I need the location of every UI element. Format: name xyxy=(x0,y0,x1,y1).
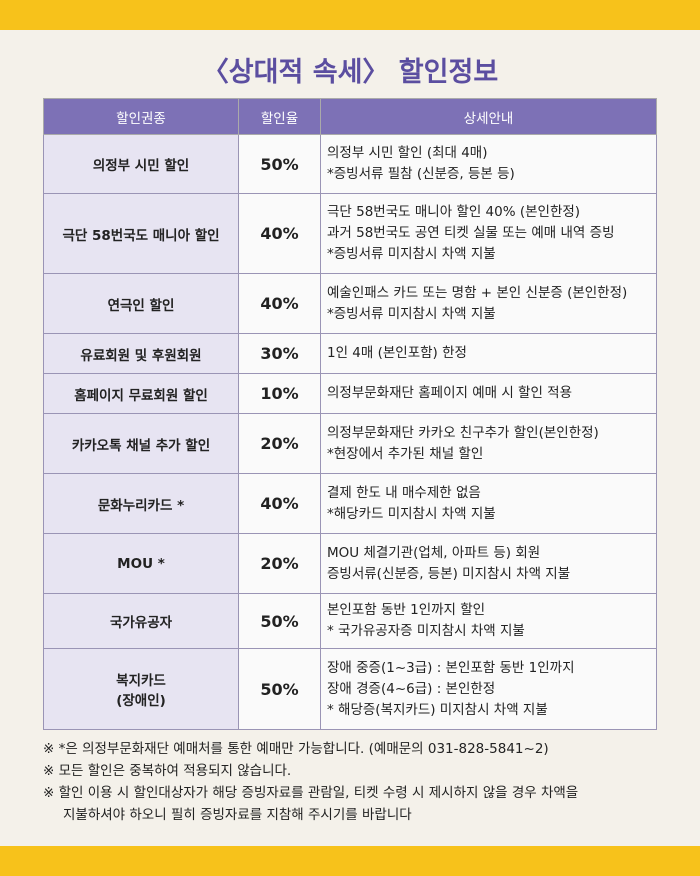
details: 결제 한도 내 매수제한 없음 *해당카드 미지참시 차액 지불 xyxy=(320,473,657,534)
type-line: 복지카드 xyxy=(116,673,166,689)
detail-line: 장애 경증(4~6급) : 본인한정 xyxy=(327,680,496,697)
discount-type: 홈페이지 무료회원 할인 xyxy=(43,373,239,414)
type-line: MOU * xyxy=(117,555,165,572)
column-header: 상세안내 xyxy=(320,98,657,135)
discount-type: 극단 58번국도 매니아 할인 xyxy=(43,193,239,274)
discount-rate: 50% xyxy=(238,593,321,649)
detail-line: 과거 58번국도 공연 티켓 실물 또는 예매 내역 증빙 xyxy=(327,225,615,241)
detail-line: *현장에서 추가된 채널 할인 xyxy=(327,445,484,462)
discount-rate: 40% xyxy=(238,193,321,274)
note-line: 지불하셔야 하오니 필히 증빙자료를 지참해 주시기를 바랍니다 xyxy=(63,807,412,823)
discount-rate: 40% xyxy=(238,273,321,334)
discount-rate: 50% xyxy=(238,648,321,730)
detail-line: 증빙서류(신분증, 등본) 미지참시 차액 지불 xyxy=(327,565,571,582)
detail-line: *해당카드 미지참시 차액 지불 xyxy=(327,505,496,522)
discount-rate: 30% xyxy=(238,333,321,374)
table-row: MOU * 20% MOU 체결기관(업체, 아파트 등) 회원 증빙서류(신분증, … xyxy=(43,533,657,594)
type-line: 홈페이지 무료회원 할인 xyxy=(74,387,208,404)
detail-line: * 해당증(복지카드) 미지참시 차액 지불 xyxy=(327,701,548,718)
detail-line: *증빙서류 필참 (신분증, 등본 등) xyxy=(327,166,515,182)
discount-type: 복지카드 (장애인) xyxy=(43,648,239,730)
detail-line: MOU 체결기관(업체, 아파트 등) 회원 xyxy=(327,544,541,561)
column-header: 할인권종 xyxy=(43,98,239,135)
note-line: ※ 모든 할인은 중복하여 적용되지 않습니다. xyxy=(43,763,292,779)
discount-type: 연극인 할인 xyxy=(43,273,239,334)
table-row: 국가유공자 50% 본인포함 동반 1인까지 할인 * 국가유공자증 미지참시 차액 … xyxy=(43,593,657,649)
type-line: 카카오톡 채널 추가 할인 xyxy=(71,437,211,454)
type-line: 연극인 할인 xyxy=(107,297,175,314)
detail-line: *증빙서류 미지참시 차액 지불 xyxy=(327,246,496,262)
detail-line: 결제 한도 내 매수제한 없음 xyxy=(327,484,481,501)
discount-table: 할인권종 할인율 상세안내 의정부 시민 할인 50% 의정부 시민 할인 (최대 4매)… xyxy=(43,98,657,730)
details: 의정부문화재단 카카오 친구추가 할인(본인한정) *현장에서 추가된 채널 할인 xyxy=(320,413,657,474)
detail-line: *증빙서류 미지참시 차액 지불 xyxy=(327,305,496,322)
discount-type: 카카오톡 채널 추가 할인 xyxy=(43,413,239,474)
type-line: 극단 58번국도 매니아 할인 xyxy=(62,227,220,244)
discount-type: 의정부 시민 할인 xyxy=(43,134,239,194)
discount-rate: 50% xyxy=(238,134,321,194)
detail-line: * 국가유공자증 미지참시 차액 지불 xyxy=(327,623,525,639)
discount-rate: 20% xyxy=(238,533,321,594)
details: 본인포함 동반 1인까지 할인 * 국가유공자증 미지참시 차액 지불 xyxy=(320,593,657,649)
detail-line: 의정부문화재단 홈페이지 예매 시 할인 적용 xyxy=(327,385,573,401)
table-row: 의정부 시민 할인 50% 의정부 시민 할인 (최대 4매) *증빙서류 필참 (신… xyxy=(43,134,657,194)
title: 〈상대적 속세〉 할인정보 xyxy=(201,57,499,88)
discount-type: MOU * xyxy=(43,533,239,594)
type-line: 유료회원 및 후원회원 xyxy=(80,347,202,364)
detail-line: 장애 중증(1~3급) : 본인포함 동반 1인까지 xyxy=(327,659,575,676)
table-row: 유료회원 및 후원회원 30% 1인 4매 (본인포함) 한정 xyxy=(43,333,657,374)
type-line: 국가유공자 xyxy=(109,615,173,631)
details: 의정부 시민 할인 (최대 4매) *증빙서류 필참 (신분증, 등본 등) xyxy=(320,134,657,194)
detail-line: 극단 58번국도 매니아 할인 40% (본인한정) xyxy=(327,204,581,220)
notes: ※ *은 의정부문화재단 예매처를 통한 예매만 가능합니다. (예매문의 03… xyxy=(43,738,578,826)
discount-rate: 10% xyxy=(238,373,321,414)
details: 극단 58번국도 매니아 할인 40% (본인한정) 과거 58번국도 공연 티켓… xyxy=(320,193,657,274)
discount-type: 문화누리카드 * xyxy=(43,473,239,534)
detail-line: 예술인패스 카드 또는 명함 + 본인 신분증 (본인한정) xyxy=(327,284,628,301)
detail-line: 의정부 시민 할인 (최대 4매) xyxy=(327,145,488,161)
detail-line: 1인 4매 (본인포함) 한정 xyxy=(327,345,467,361)
type-line: 문화누리카드 * xyxy=(97,497,185,514)
note-line: ※ *은 의정부문화재단 예매처를 통한 예매만 가능합니다. (예매문의 03… xyxy=(43,741,549,757)
table-row: 문화누리카드 * 40% 결제 한도 내 매수제한 없음 *해당카드 미지참시 차액 … xyxy=(43,473,657,534)
detail-line: 본인포함 동반 1인까지 할인 xyxy=(327,602,486,618)
discount-rate: 40% xyxy=(238,473,321,534)
discount-rate: 20% xyxy=(238,413,321,474)
table-row: 연극인 할인 40% 예술인패스 카드 또는 명함 + 본인 신분증 (본인한정) *… xyxy=(43,273,657,334)
bottom-band xyxy=(0,846,700,876)
discount-type: 유료회원 및 후원회원 xyxy=(43,333,239,374)
discount-type: 국가유공자 xyxy=(43,593,239,649)
table-row: 극단 58번국도 매니아 할인 40% 극단 58번국도 매니아 할인 40% (본… xyxy=(43,193,657,274)
type-line: (장애인) xyxy=(116,693,166,709)
table-row: 카카오톡 채널 추가 할인 20% 의정부문화재단 카카오 친구추가 할인(본인한정… xyxy=(43,413,657,474)
type-line: 의정부 시민 할인 xyxy=(92,158,190,174)
note-line: ※ 할인 이용 시 할인대상자가 해당 증빙자료를 관람일, 티켓 수령 시 제… xyxy=(43,785,579,801)
table-row: 복지카드 (장애인) 50% 장애 중증(1~3급) : 본인포함 동반 1인까지 장애… xyxy=(43,648,657,730)
top-band xyxy=(0,0,700,30)
details: 1인 4매 (본인포함) 한정 xyxy=(320,333,657,374)
details: 예술인패스 카드 또는 명함 + 본인 신분증 (본인한정) *증빙서류 미지참시… xyxy=(320,273,657,334)
details: 의정부문화재단 홈페이지 예매 시 할인 적용 xyxy=(320,373,657,414)
table-row: 홈페이지 무료회원 할인 10% 의정부문화재단 홈페이지 예매 시 할인 적용 xyxy=(43,373,657,414)
detail-line: 의정부문화재단 카카오 친구추가 할인(본인한정) xyxy=(327,424,599,441)
column-header: 할인율 xyxy=(238,98,321,135)
